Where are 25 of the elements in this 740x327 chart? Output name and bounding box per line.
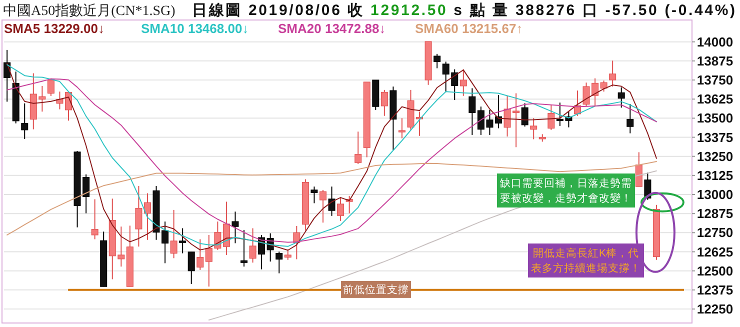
y-tick-label: 12500 xyxy=(696,263,734,278)
y-tick-label: 13000 xyxy=(696,187,734,202)
y-tick-label: 14000 xyxy=(696,34,734,50)
annotation: 開低走高長紅K棒，代表多方持續進場支撐！ xyxy=(531,246,641,274)
y-tick-label: 12375 xyxy=(696,282,734,298)
y-tick-label: 13750 xyxy=(696,72,734,88)
chart-title: 中國A50指數近月(CN*1.SG) xyxy=(3,3,176,19)
y-tick-label: 13500 xyxy=(696,110,734,126)
text: SMA10 13468.00↓ xyxy=(141,21,249,36)
line-series xyxy=(6,161,657,236)
text: 日線圖 2019/08/06 收 12912.50 s 點 量 388276 口 -57.50 (-0.44%) xyxy=(192,2,735,19)
y-tick-label: 13250 xyxy=(696,148,734,164)
y-tick-label: 13875 xyxy=(696,53,734,68)
y-tick-label: 12750 xyxy=(696,225,734,240)
y-tick-label: 12625 xyxy=(696,244,734,260)
text: SMA20 13472.88↓ xyxy=(278,21,386,36)
y-tick-label: 13625 xyxy=(696,92,734,107)
annotation: 缺口需要回補，日落走勢需要被改變，走勢才會改變！ xyxy=(500,176,632,204)
y-tick-label: 13375 xyxy=(696,130,734,145)
y-tick-label: 13125 xyxy=(696,168,734,183)
text: SMA5 13229.00↓ xyxy=(4,21,104,36)
ref-line-label: 前低位置支撐 xyxy=(343,282,410,296)
y-tick-label: 12875 xyxy=(696,206,734,222)
y-tick-label: 12250 xyxy=(696,302,734,317)
text: SMA60 13215.67↑ xyxy=(415,21,523,36)
